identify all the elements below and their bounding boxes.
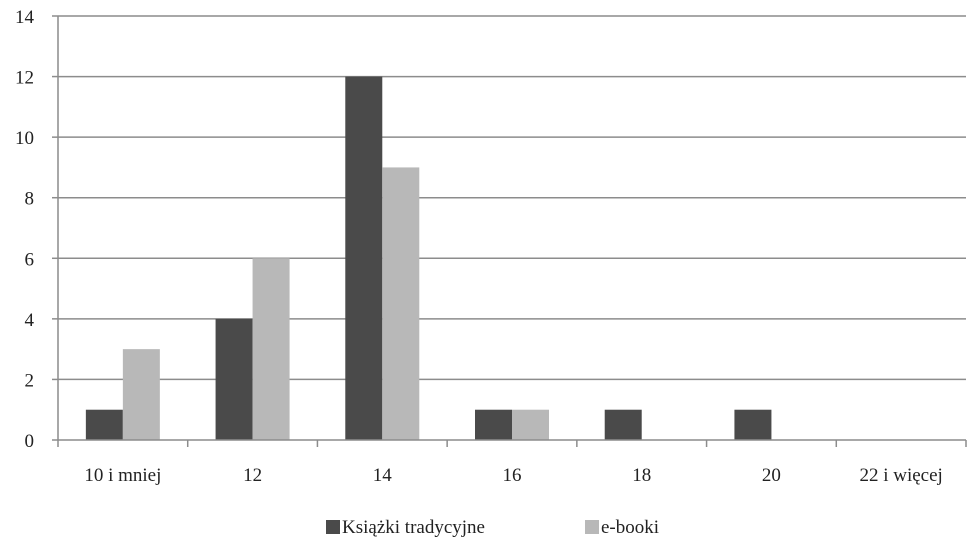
y-tick-label: 0 (25, 431, 35, 452)
y-tick-label: 4 (25, 310, 35, 331)
gridlines (58, 15, 966, 381)
x-tick-labels: 10 i mniej 12 14 16 18 20 22 i więcej (84, 465, 942, 486)
bar-e-booki (122, 349, 160, 440)
bar-ksiazki-tradycyjne (734, 409, 772, 440)
bar-ksiazki-tradycyjne (85, 409, 123, 440)
y-tick-label: 12 (15, 68, 34, 89)
bar-ksiazki-tradycyjne (604, 409, 642, 440)
legend-label-e-booki: e-booki (601, 517, 659, 538)
x-tick-label: 16 (503, 465, 522, 486)
bar-e-booki (382, 167, 420, 440)
x-tick-label: 20 (762, 465, 781, 486)
bar-ksiazki-tradycyjne (345, 76, 383, 441)
y-tick-label: 2 (25, 370, 35, 391)
bar-e-booki (252, 258, 290, 440)
y-tick-label: 10 (15, 128, 34, 149)
axes (52, 15, 967, 447)
legend-swatch-ksiazki-tradycyjne (326, 520, 340, 534)
bar-ksiazki-tradycyjne (475, 409, 512, 440)
bar-e-booki (512, 409, 549, 440)
y-tick-labels: 0 2 4 6 8 10 12 14 (15, 7, 35, 452)
legend-swatch-e-booki (585, 520, 599, 534)
x-tick-label: 14 (373, 465, 393, 486)
x-tick-label: 18 (632, 465, 651, 486)
y-tick-label: 14 (15, 7, 35, 28)
bar-ksiazki-tradycyjne (215, 318, 253, 440)
bars (85, 76, 772, 441)
legend-label-ksiazki-tradycyjne: Książki tradycyjne (342, 517, 485, 538)
x-tick-label: 12 (243, 465, 262, 486)
x-tick-label: 10 i mniej (84, 465, 161, 486)
legend: Książki tradycyjne e-booki (326, 517, 659, 538)
x-tick-label: 22 i więcej (859, 465, 942, 486)
y-tick-label: 8 (25, 189, 35, 210)
y-tick-label: 6 (25, 249, 35, 270)
